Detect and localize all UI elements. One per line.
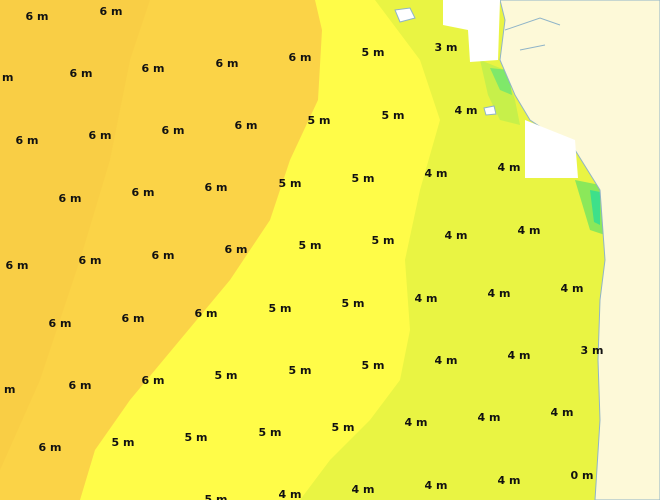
wave-height-label: 4 m xyxy=(488,287,511,300)
wave-height-label: 5 m xyxy=(205,493,228,500)
shallow-zone xyxy=(590,190,600,225)
wave-height-label: 6 m xyxy=(142,374,165,387)
no-data-area xyxy=(525,120,578,178)
river xyxy=(504,17,561,51)
wave-height-label: 5 m xyxy=(342,297,365,310)
wave-height-label: 6 m xyxy=(289,51,312,64)
wave-height-label: 4 m xyxy=(478,411,501,424)
wave-height-label: 4 m xyxy=(498,161,521,174)
wave-height-label: 6 m xyxy=(79,254,102,267)
wave-height-label: 6 m xyxy=(205,181,228,194)
wave-height-label: 5 m xyxy=(215,369,238,382)
wave-height-label: 4 m xyxy=(551,406,574,419)
wave-height-label: 4 m xyxy=(425,167,448,180)
wave-height-label: 4 m xyxy=(518,224,541,237)
wave-height-label: 5 m xyxy=(259,426,282,439)
wave-height-label: 6 m xyxy=(225,243,248,256)
wave-height-label: 3 m xyxy=(435,41,458,54)
wave-height-label: 4 m xyxy=(508,349,531,362)
wave-height-label: 5 m xyxy=(332,421,355,434)
wave-height-label: 5 m xyxy=(112,436,135,449)
wave-height-label: 6 m xyxy=(235,119,258,132)
wave-height-label: 6 m xyxy=(152,249,175,262)
wave-height-label: 6 m xyxy=(122,312,145,325)
wave-height-label: 5 m xyxy=(382,109,405,122)
sea-higher-zone xyxy=(0,0,150,470)
wave-height-label: 4 m xyxy=(435,354,458,367)
wave-height-label: 4 m xyxy=(561,282,584,295)
wave-height-label: 4 m xyxy=(425,479,448,492)
wave-height-label: 5 m xyxy=(269,302,292,315)
land xyxy=(499,0,660,500)
wave-height-label: 5 m xyxy=(185,431,208,444)
wave-height-label: 5 m xyxy=(362,46,385,59)
wave-height-label: 6 m xyxy=(26,10,49,23)
wave-height-label: 6 m xyxy=(49,317,72,330)
wave-height-label: 6 m xyxy=(0,383,15,396)
wave-height-label: 6 m xyxy=(216,57,239,70)
island xyxy=(483,105,497,116)
labels: 6 m 6 m 6 m 6 m 6 m 6 m 6 m 5 m 3 m 6 m 6 m 6 m 6 m 5… xyxy=(0,5,603,500)
wave-height-label: 6 m xyxy=(132,186,155,199)
wave-height-label: 4 m xyxy=(415,292,438,305)
wave-height-label: 0 m xyxy=(571,469,594,482)
wave-height-label: 6 m xyxy=(162,124,185,137)
no-data-area xyxy=(443,0,500,62)
wave-height-label: 6 m xyxy=(70,67,93,80)
wave-height-label: 6 m xyxy=(69,379,92,392)
wave-height-label: 4 m xyxy=(455,104,478,117)
wave-height-label: 6 m xyxy=(195,307,218,320)
wave-height-label: 4 m xyxy=(279,488,302,500)
wave-height-label: 5 m xyxy=(279,177,302,190)
wave-height-label: 5 m xyxy=(308,114,331,127)
shallow-zone xyxy=(480,60,520,125)
wave-height-label: 6 m xyxy=(39,441,62,454)
wave-height-label: 6 m xyxy=(0,71,13,84)
wave-height-label: 6 m xyxy=(6,259,29,272)
wave-height-label: 5 m xyxy=(352,172,375,185)
wave-height-label: 4 m xyxy=(498,474,521,487)
wave-height-label: 6 m xyxy=(100,5,123,18)
wave-height-label: 5 m xyxy=(289,364,312,377)
wave-height-label: 6 m xyxy=(59,192,82,205)
wave-height-label: 3 m xyxy=(581,344,604,357)
wave-height-label: 6 m xyxy=(89,129,112,142)
wave-height-label: 5 m xyxy=(362,359,385,372)
wave-height-label: 4 m xyxy=(405,416,428,429)
wave-height-label: 4 m xyxy=(445,229,468,242)
island xyxy=(394,7,416,23)
wave-height-label: 4 m xyxy=(352,483,375,496)
wave-height-label: 6 m xyxy=(142,62,165,75)
wave-height-label: 5 m xyxy=(299,239,322,252)
wave-height-label: 6 m xyxy=(16,134,39,147)
wave-height-label: 5 m xyxy=(372,234,395,247)
